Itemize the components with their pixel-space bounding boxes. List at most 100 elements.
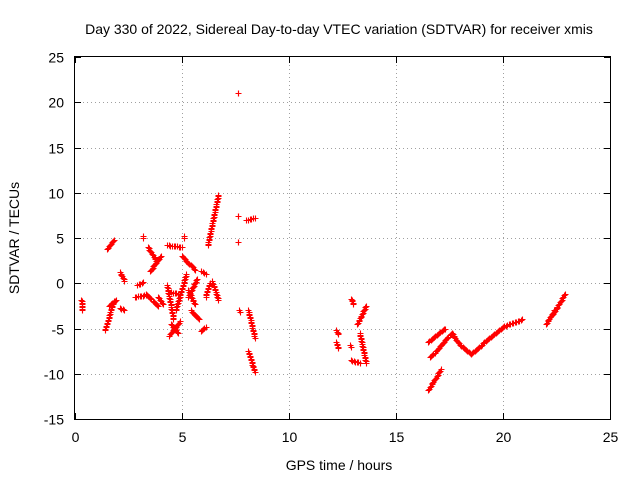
data-point [175,298,182,305]
y-tick-labels: -15 -10 -5 0 5 10 15 20 25 [44,50,64,428]
x-tick-label: 20 [496,429,512,445]
data-point [214,196,221,203]
data-point [181,277,188,284]
y-tick-label: -15 [44,412,64,428]
y-tick-label: -5 [52,322,65,338]
data-point [348,357,355,364]
data-point [164,284,171,291]
data-point [351,358,358,365]
data-point [252,369,259,376]
data-point [235,90,242,97]
data-point [438,366,445,373]
data-point [442,326,449,333]
data-point [140,235,147,242]
axis-ticks [75,57,611,420]
x-tick-label: 0 [72,429,80,445]
data-point [160,301,167,308]
data-point [363,360,370,367]
x-tick-label: 25 [603,429,619,445]
data-point [214,294,221,301]
x-tick-label: 10 [282,429,298,445]
data-point [179,244,186,251]
data-point [362,304,369,311]
data-point [235,239,242,246]
data-point [170,316,177,323]
data-point [335,345,342,352]
y-tick-label: 25 [48,50,64,66]
data-point [192,301,199,308]
data-point [176,295,183,302]
data-point [188,288,195,295]
y-tick-label: 5 [56,231,64,247]
data-point [106,312,113,319]
data-point [173,304,180,311]
data-point [203,324,210,331]
data-point [519,316,526,323]
data-point [193,277,200,284]
data-point [174,301,181,308]
data-point [78,297,85,304]
y-tick-label: -10 [44,367,64,383]
y-tick-label: 0 [56,276,64,292]
data-point [121,307,128,314]
data-point [192,267,199,274]
data-point [348,344,355,351]
data-point [145,244,152,251]
x-tick-label: 5 [179,429,187,445]
data-point [79,307,86,314]
data-point [215,297,222,304]
data-point [159,300,166,307]
data-point [359,311,366,318]
gridlines [75,57,610,419]
data-point [235,213,242,220]
data-point [113,297,120,304]
data-point [182,274,189,281]
data-point [191,300,198,307]
data-point [174,329,181,336]
data-point [157,254,164,261]
data-point [203,271,210,278]
data-point [362,357,369,364]
data-point [121,278,128,285]
data-point [166,295,173,302]
data-point [363,303,370,310]
data-points [78,90,569,394]
data-point [358,338,365,345]
data-point [158,253,165,260]
data-point [206,234,213,241]
y-tick-label: 15 [48,141,64,157]
data-point [183,271,190,278]
data-point [237,309,244,316]
data-point [561,292,568,299]
data-point [210,215,217,222]
data-point [120,306,127,313]
data-point [350,301,357,308]
data-point [252,215,259,222]
data-point [110,238,117,245]
data-point [181,235,188,242]
data-point [196,316,203,323]
data-point [192,280,199,287]
plot-frame [74,56,611,420]
chart-title: Day 330 of 2022, Sidereal Day-to-day VTE… [85,21,593,37]
y-axis-label: SDTVAR / TECUs [6,182,22,294]
data-point [335,331,342,338]
data-point [518,317,525,324]
data-point [195,315,202,322]
data-point [111,237,118,244]
data-point [213,291,220,298]
data-point [140,279,147,286]
data-point [191,266,198,273]
data-point [155,303,162,310]
data-point [500,324,507,331]
data-point [147,295,154,302]
data-point [558,298,565,305]
data-point [177,318,184,325]
data-point [357,360,364,367]
data-point [252,335,259,342]
data-point [139,280,146,287]
data-point [434,373,441,380]
data-point [194,276,201,283]
y-tick-label: 10 [48,186,64,202]
y-tick-label: 20 [48,95,64,111]
